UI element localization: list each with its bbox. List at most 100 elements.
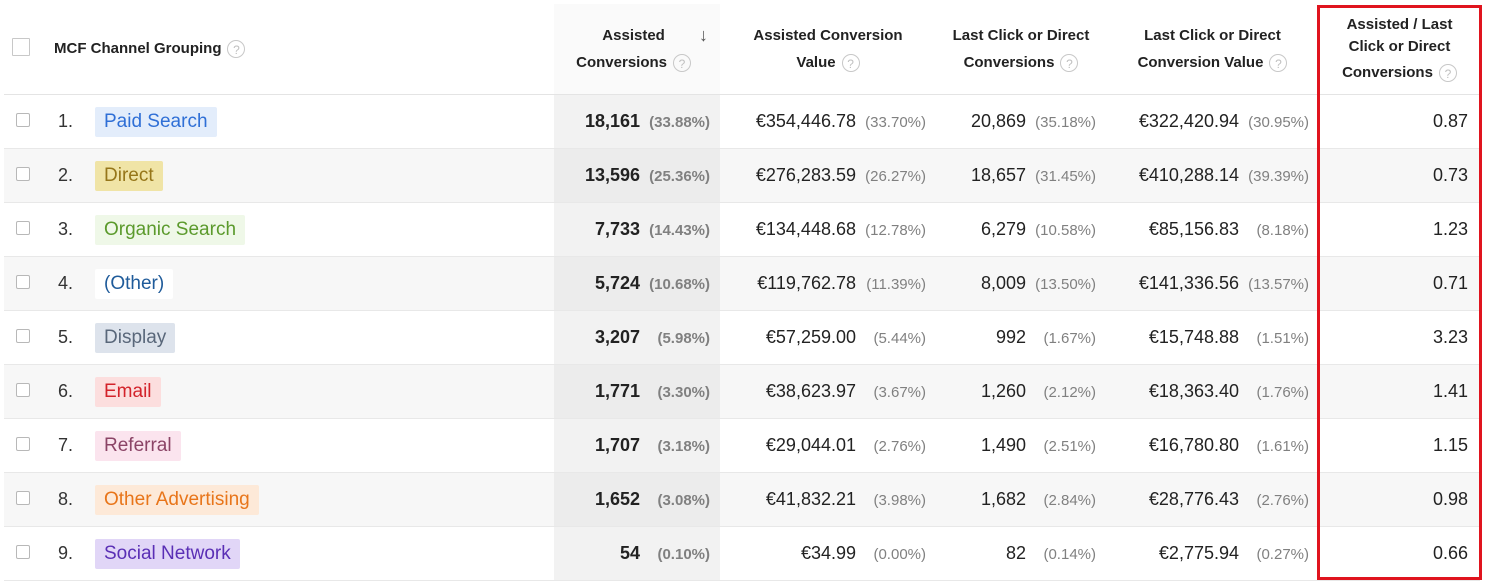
table-row[interactable]: 5. Display 3,207 (5.98%) €57,259.00 (5.44%)… bbox=[4, 310, 1480, 365]
last-click-value-cell: €85,156.83 (8.18%) bbox=[1106, 202, 1319, 257]
assisted-conversions-value: 1,771 bbox=[594, 381, 640, 401]
select-all-checkbox[interactable] bbox=[12, 38, 30, 56]
ratio-cell: 0.87 bbox=[1319, 94, 1480, 149]
help-icon[interactable]: ? bbox=[673, 54, 691, 73]
channel-link[interactable]: Paid Search bbox=[95, 106, 217, 137]
channel-link[interactable]: (Other) bbox=[95, 268, 174, 299]
row-checkbox[interactable] bbox=[16, 545, 30, 559]
assisted-value-pct: (12.78%) bbox=[865, 222, 926, 239]
ratio-value: 0.71 bbox=[1432, 273, 1468, 293]
row-checkbox[interactable] bbox=[16, 113, 30, 127]
help-icon[interactable]: ? bbox=[1060, 54, 1079, 73]
help-icon[interactable]: ? bbox=[227, 40, 246, 59]
last-click-value-cell: €322,420.94 (30.95%) bbox=[1106, 94, 1319, 149]
assisted-conversion-value-header[interactable]: Assisted Conversion Value? bbox=[720, 4, 936, 95]
row-checkbox-cell bbox=[4, 94, 42, 149]
assisted-value-cell: €29,044.01 (2.76%) bbox=[720, 418, 936, 473]
assisted-conversions-value: 1,652 bbox=[594, 489, 640, 509]
table-row[interactable]: 1. Paid Search 18,161 (33.88%) €354,446.78… bbox=[4, 94, 1480, 149]
assisted-conversions-label-line2: Conversions bbox=[576, 54, 667, 71]
grouping-header[interactable]: MCF Channel Grouping? bbox=[42, 4, 554, 95]
assisted-conversions-value: 5,724 bbox=[594, 273, 640, 293]
assisted-value: €57,259.00 bbox=[765, 327, 856, 347]
last-click-conversions-value: 82 bbox=[1005, 543, 1026, 563]
row-checkbox-cell bbox=[4, 418, 42, 473]
ratio-value: 0.98 bbox=[1432, 489, 1468, 509]
channel-link[interactable]: Other Advertising bbox=[95, 484, 259, 515]
channel-link[interactable]: Direct bbox=[95, 160, 163, 191]
row-checkbox[interactable] bbox=[16, 437, 30, 451]
table-row[interactable]: 6. Email 1,771 (3.30%) €38,623.97 (3.67%) 1… bbox=[4, 364, 1480, 419]
last-click-conversions-value: 1,490 bbox=[980, 435, 1026, 455]
assisted-value-pct: (33.70%) bbox=[865, 114, 926, 131]
ratio-cell: 1.15 bbox=[1319, 418, 1480, 473]
last-click-value: €322,420.94 bbox=[1138, 111, 1239, 131]
assisted-value-label-line1: Assisted Conversion bbox=[753, 27, 903, 44]
assisted-conversions-header[interactable]: Assisted Conversions? ↓ bbox=[554, 4, 720, 95]
select-all-cell bbox=[4, 4, 42, 95]
last-click-conversions-pct: (2.12%) bbox=[1043, 384, 1096, 401]
help-icon[interactable]: ? bbox=[1269, 54, 1288, 73]
row-rank: 6. bbox=[58, 380, 74, 401]
assisted-conversions-pct: (25.36%) bbox=[649, 168, 710, 185]
last-click-value-pct: (1.51%) bbox=[1256, 330, 1309, 347]
channel-link[interactable]: Email bbox=[95, 376, 161, 407]
table-row[interactable]: 3. Organic Search 7,733 (14.43%) €134,448.… bbox=[4, 202, 1480, 257]
last-click-value-cell: €2,775.94 (0.27%) bbox=[1106, 526, 1319, 581]
row-checkbox[interactable] bbox=[16, 383, 30, 397]
last-click-value: €85,156.83 bbox=[1148, 219, 1239, 239]
channel-link[interactable]: Organic Search bbox=[95, 214, 246, 245]
assisted-conversions-label-line1: Assisted bbox=[602, 27, 665, 44]
assisted-value-pct: (26.27%) bbox=[865, 168, 926, 185]
last-click-conversions-pct: (35.18%) bbox=[1035, 114, 1096, 131]
last-click-conversions-pct: (0.14%) bbox=[1043, 546, 1096, 563]
ratio-cell: 1.41 bbox=[1319, 364, 1480, 419]
assisted-conversions-cell: 5,724 (10.68%) bbox=[554, 256, 720, 311]
last-click-conversions-value: 1,682 bbox=[980, 489, 1026, 509]
table-row[interactable]: 8. Other Advertising 1,652 (3.08%) €41,832… bbox=[4, 472, 1480, 527]
table-row[interactable]: 7. Referral 1,707 (3.18%) €29,044.01 (2.76%… bbox=[4, 418, 1480, 473]
last-click-value-cell: €141,336.56 (13.57%) bbox=[1106, 256, 1319, 311]
row-checkbox-cell bbox=[4, 310, 42, 365]
assisted-conversions-cell: 18,161 (33.88%) bbox=[554, 94, 720, 149]
assisted-value-cell: €354,446.78 (33.70%) bbox=[720, 94, 936, 149]
table-row[interactable]: 9. Social Network 54 (0.10%) €34.99 (0.00%)… bbox=[4, 526, 1480, 581]
ratio-label-line2: Click or Direct bbox=[1348, 38, 1451, 55]
ratio-value: 1.23 bbox=[1432, 219, 1468, 239]
row-checkbox[interactable] bbox=[16, 167, 30, 181]
row-checkbox[interactable] bbox=[16, 491, 30, 505]
assisted-value: €41,832.21 bbox=[765, 489, 856, 509]
assisted-conversions-cell: 1,771 (3.30%) bbox=[554, 364, 720, 419]
last-click-conversions-cell: 82 (0.14%) bbox=[936, 526, 1106, 581]
table-row[interactable]: 2. Direct 13,596 (25.36%) €276,283.59 (26.2… bbox=[4, 148, 1480, 203]
last-click-value-pct: (8.18%) bbox=[1256, 222, 1309, 239]
sort-descending-icon[interactable]: ↓ bbox=[699, 25, 708, 45]
row-checkbox-cell bbox=[4, 472, 42, 527]
help-icon[interactable]: ? bbox=[1438, 64, 1457, 83]
assisted-value-pct: (3.98%) bbox=[873, 492, 926, 509]
last-click-value-cell: €18,363.40 (1.76%) bbox=[1106, 364, 1319, 419]
last-click-value-pct: (1.76%) bbox=[1256, 384, 1309, 401]
ratio-cell: 0.98 bbox=[1319, 472, 1480, 527]
last-click-value-header[interactable]: Last Click or Direct Conversion Value? bbox=[1106, 4, 1319, 95]
ratio-header[interactable]: Assisted / Last Click or Direct Conversi… bbox=[1319, 4, 1480, 95]
row-checkbox[interactable] bbox=[16, 221, 30, 235]
last-click-value-pct: (30.95%) bbox=[1248, 114, 1309, 131]
row-checkbox[interactable] bbox=[16, 275, 30, 289]
table-row[interactable]: 4. (Other) 5,724 (10.68%) €119,762.78 (11.3… bbox=[4, 256, 1480, 311]
row-rank: 2. bbox=[58, 164, 74, 185]
channel-link[interactable]: Referral bbox=[95, 430, 181, 461]
help-icon[interactable]: ? bbox=[841, 54, 860, 73]
last-click-conversions-cell: 992 (1.67%) bbox=[936, 310, 1106, 365]
row-checkbox[interactable] bbox=[16, 329, 30, 343]
assisted-value: €119,762.78 bbox=[757, 273, 856, 293]
row-checkbox-cell bbox=[4, 148, 42, 203]
last-click-conversions-header[interactable]: Last Click or Direct Conversions? bbox=[936, 4, 1106, 95]
channel-link[interactable]: Social Network bbox=[95, 538, 240, 569]
assisted-conversions-pct: (33.88%) bbox=[649, 114, 710, 131]
ratio-cell: 0.71 bbox=[1319, 256, 1480, 311]
channel-link[interactable]: Display bbox=[95, 322, 176, 353]
channel-cell: 5. Display bbox=[42, 310, 554, 365]
assisted-value: €29,044.01 bbox=[765, 435, 856, 455]
assisted-value-cell: €34.99 (0.00%) bbox=[720, 526, 936, 581]
